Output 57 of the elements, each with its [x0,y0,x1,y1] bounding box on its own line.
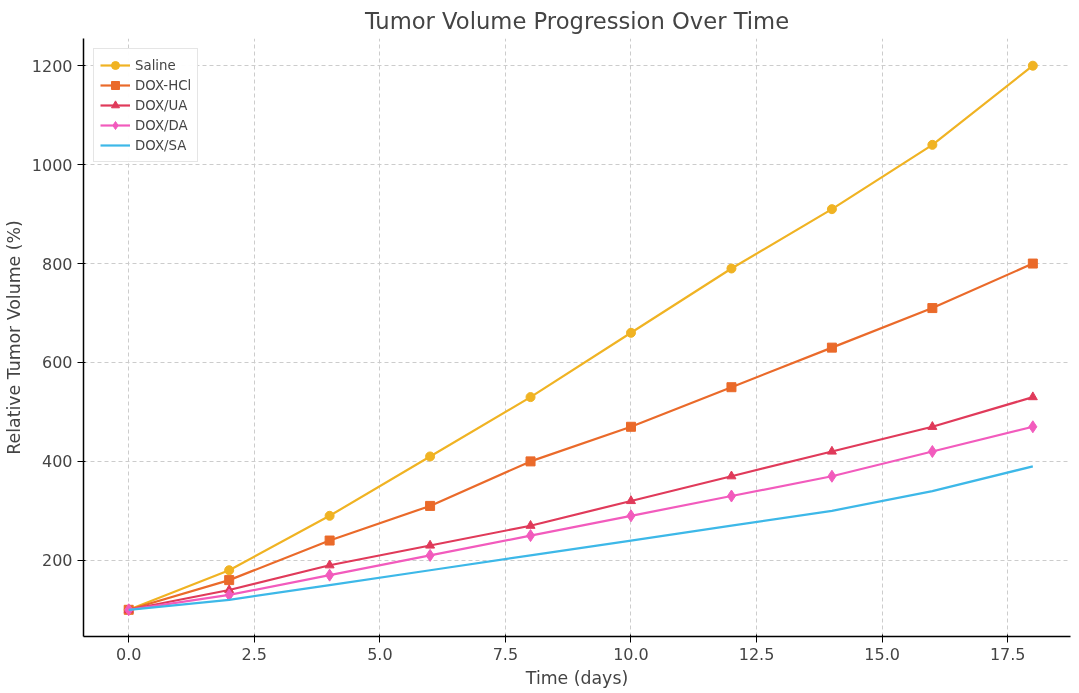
point [826,342,837,353]
point [826,445,837,455]
y-tick-label: 1200 [31,56,73,76]
legend-label: DOX/SA [135,137,187,153]
point [626,495,636,505]
point [626,509,636,523]
point [726,470,737,480]
chart-title: Tumor Volume Progression Over Time [363,7,790,34]
point [325,568,335,582]
point [526,529,536,543]
point [726,489,736,503]
point [726,382,737,393]
legend-label: DOX/DA [135,117,188,133]
point [525,520,536,529]
y-axis-title: Relative Tumor Volume (%) [3,220,24,455]
point [324,559,335,569]
legend-label: DOX/UA [135,97,188,113]
point [324,535,335,546]
point [826,204,837,215]
x-tick-label: 17.5 [989,644,1026,664]
x-tick-label: 15.0 [864,644,900,664]
point [927,303,938,314]
x-tick-label: 7.5 [492,644,519,664]
point [827,469,837,483]
x-tick-label: 10.0 [613,644,649,664]
point [726,263,737,274]
x-tick-label: 5.0 [367,644,393,664]
point [626,327,636,338]
y-tick-label: 200 [41,551,73,571]
point [525,456,536,467]
x-tick-label: 12.5 [738,644,775,664]
point [324,510,335,521]
x-axis-title: Time (days) [524,667,629,688]
point [525,392,536,403]
point [927,445,937,459]
point [927,139,938,150]
point [224,575,235,586]
x-tick-label: 0.0 [115,644,142,664]
point [425,451,436,462]
legend-label: DOX-HCl [135,77,192,93]
y-tick-label: 600 [41,353,73,373]
point [425,539,436,549]
point [224,565,235,576]
point [425,500,436,511]
point [1027,258,1038,269]
point [224,588,234,602]
legend-label: Saline [135,57,176,73]
y-tick-label: 800 [41,254,73,274]
point [425,548,435,562]
y-tick-label: 400 [41,452,73,472]
point [1027,60,1038,71]
point [1027,391,1038,401]
point [927,421,938,430]
x-tick-label: 2.5 [241,644,268,664]
point [626,421,636,432]
point [1028,420,1038,434]
y-tick-label: 1000 [31,155,73,175]
